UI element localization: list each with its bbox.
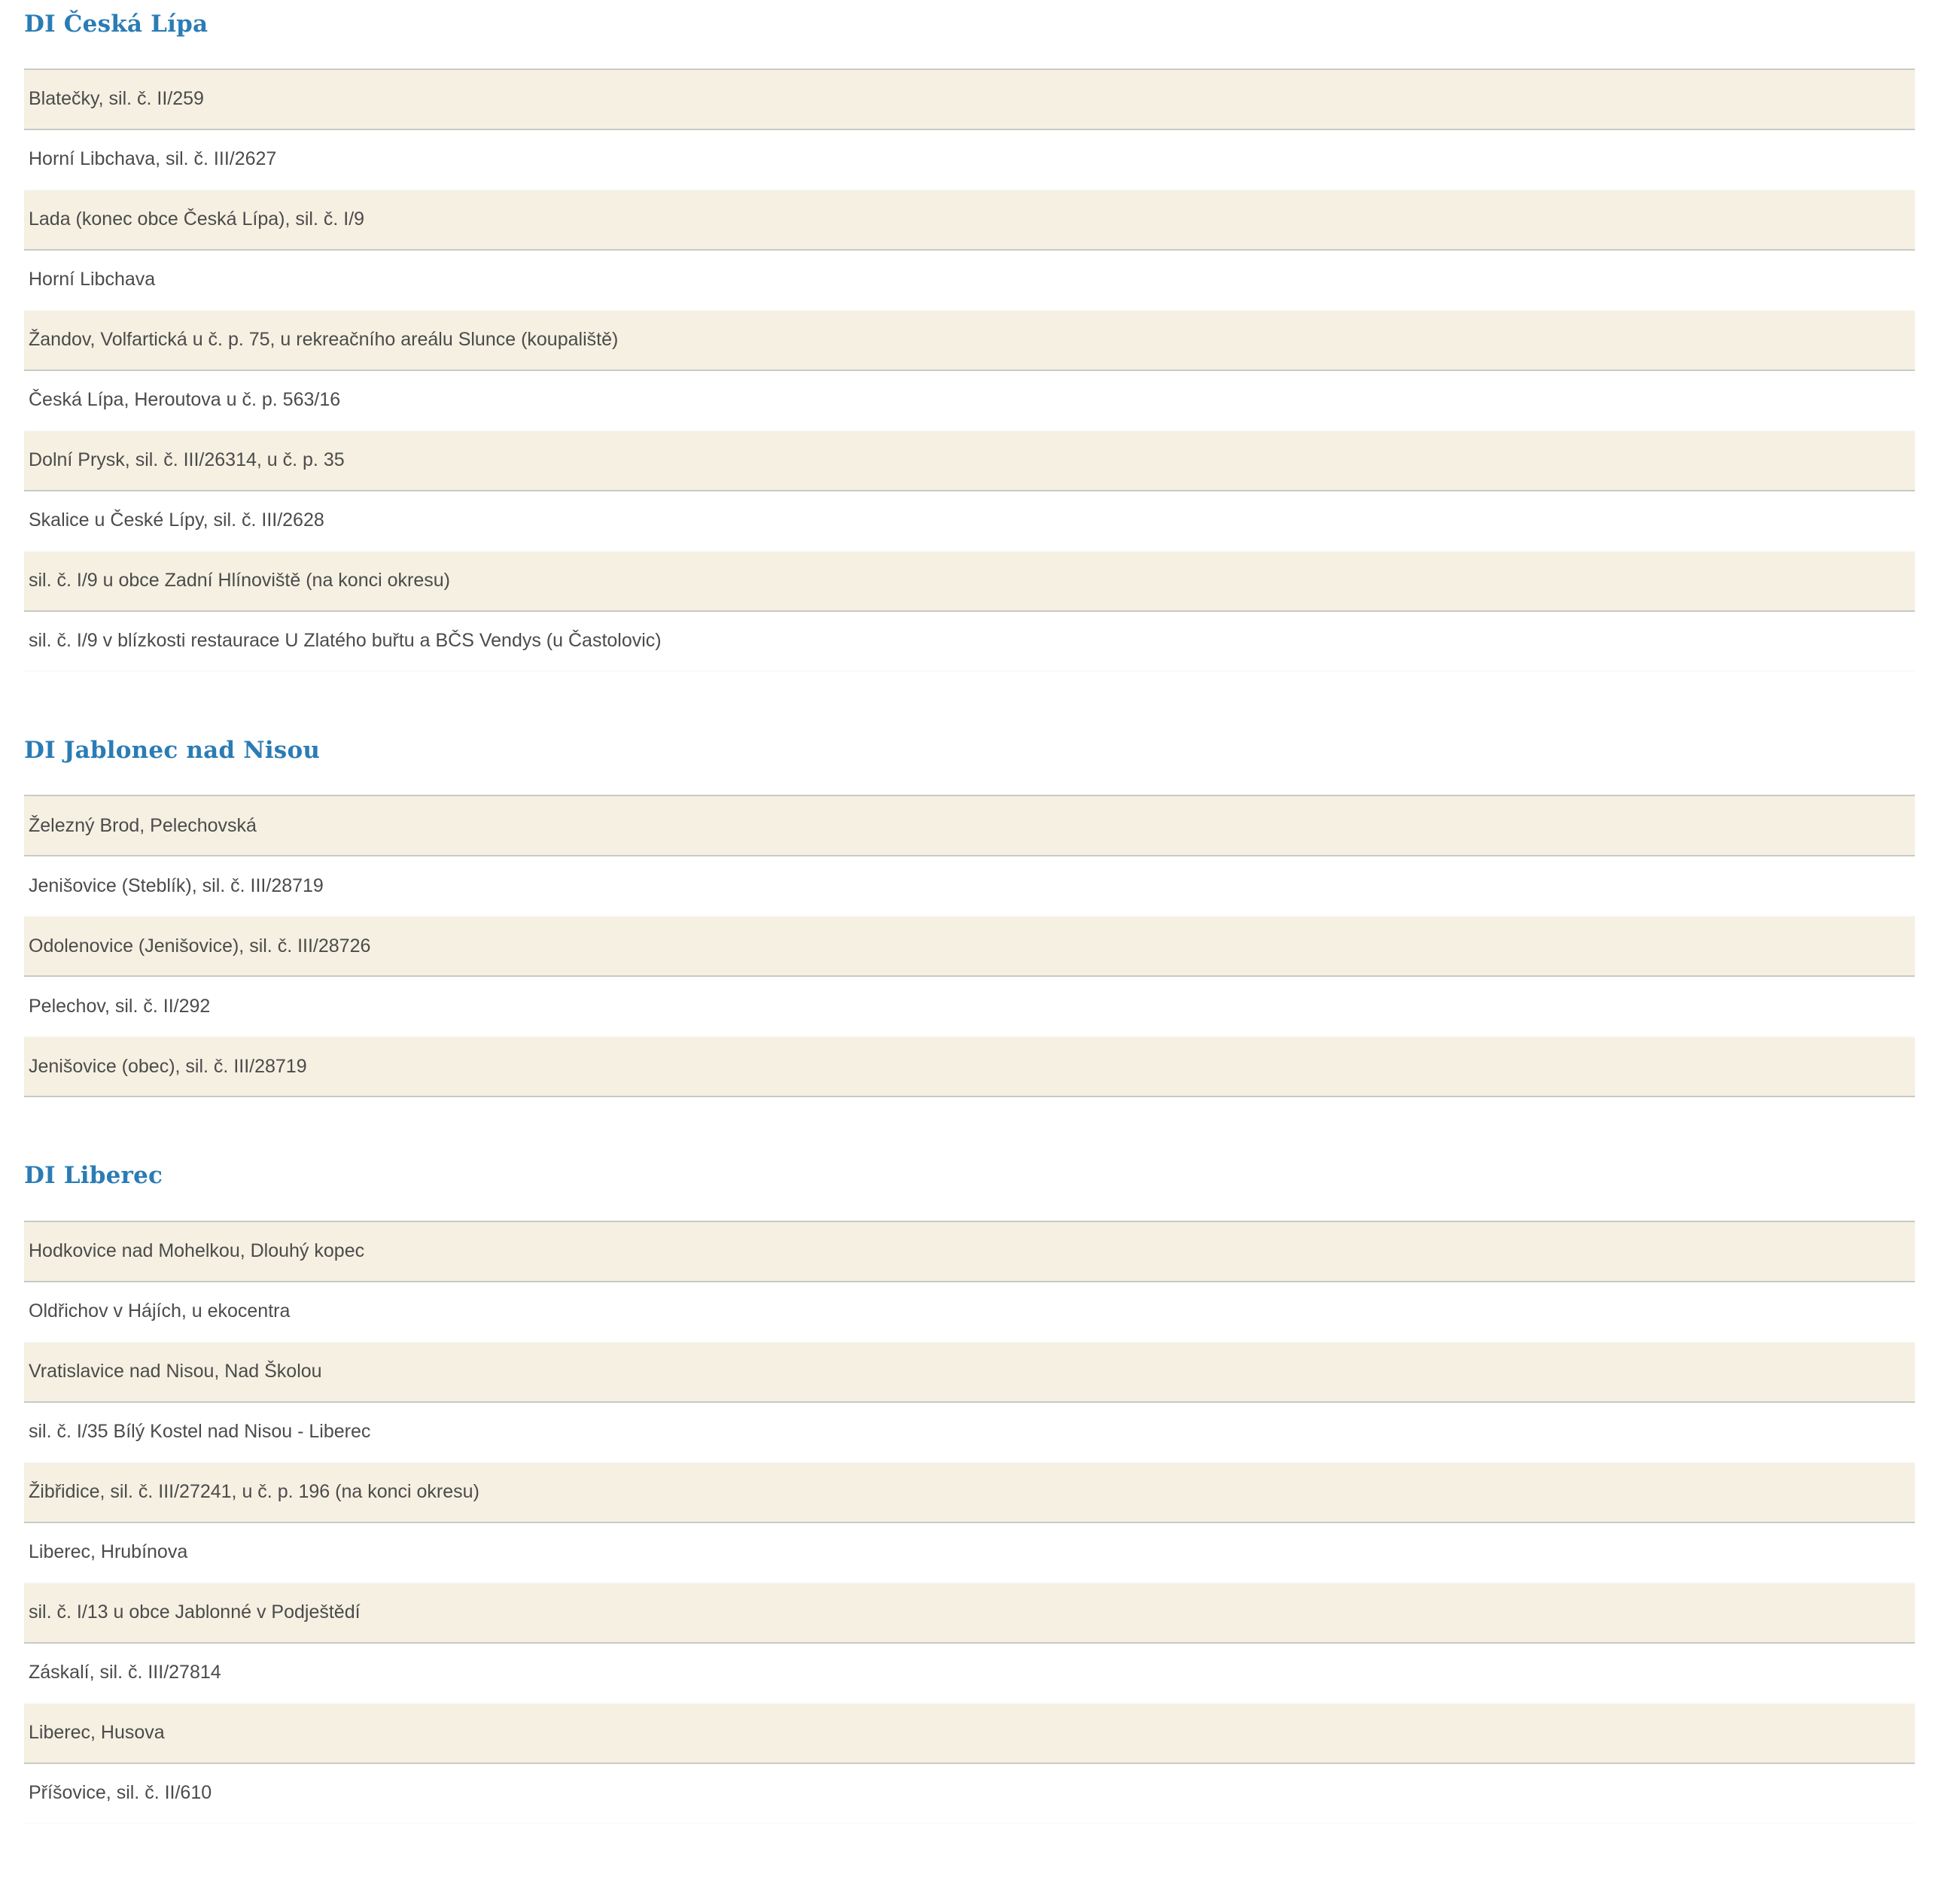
section-list: DI Česká Lípa Blatečky, sil. č. II/259 Hor… [24,0,1915,1824]
table-row: Česká Lípa, Heroutova u č. p. 563/16 [24,370,1915,432]
table-row: Záskalí, sil. č. III/27814 [24,1641,1915,1704]
table-body: Hodkovice nad Mohelkou, Dlouhý kopec Oldř… [24,1220,1915,1824]
table-row: Příšovice, sil. č. II/610 [24,1762,1915,1824]
table-row: Dolní Prysk, sil. č. III/26314, u č. p. … [24,430,1915,492]
location-cell: Horní Libchava [24,249,1915,312]
di-section: DI Jablonec nad Nisou Železný Brod, Pelec… [24,726,1915,1098]
location-cell: Železný Brod, Pelechovská [24,795,1915,857]
location-cell: Česká Lípa, Heroutova u č. p. 563/16 [24,370,1915,432]
table-row: Jenišovice (obec), sil. č. III/28719 [24,1036,1915,1098]
section-heading: DI Česká Lípa [24,11,209,38]
table-row: Žibřidice, sil. č. III/27241, u č. p. 19… [24,1461,1915,1523]
location-cell: Příšovice, sil. č. II/610 [24,1762,1915,1824]
location-cell: Skalice u České Lípy, sil. č. III/2628 [24,490,1915,552]
table-body: Blatečky, sil. č. II/259 Horní Libchava, … [24,68,1915,673]
location-cell: Jenišovice (obec), sil. č. III/28719 [24,1036,1915,1098]
table-row: sil. č. I/9 u obce Zadní Hlínoviště (na … [24,550,1915,613]
table-row: Železný Brod, Pelechovská [24,795,1915,857]
location-cell: Žandov, Volfartická u č. p. 75, u rekrea… [24,309,1915,372]
location-cell: Pelechov, sil. č. II/292 [24,975,1915,1038]
location-cell: Liberec, Husova [24,1702,1915,1764]
table-row: sil. č. I/13 u obce Jablonné v Podještěd… [24,1581,1915,1644]
measurement-points-table: Blatečky, sil. č. II/259 Horní Libchava, … [24,68,1915,673]
table-row: Liberec, Hrubínova [24,1521,1915,1583]
table-row: sil. č. I/9 v blízkosti restaurace U Zla… [24,610,1915,673]
location-cell: Dolní Prysk, sil. č. III/26314, u č. p. … [24,430,1915,492]
location-cell: Žibřidice, sil. č. III/27241, u č. p. 19… [24,1461,1915,1523]
di-section: DI Liberec Hodkovice nad Mohelkou, Dlouhý… [24,1151,1915,1824]
location-cell: Horní Libchava, sil. č. III/2627 [24,129,1915,191]
table-row: Vratislavice nad Nisou, Nad Školou [24,1340,1915,1403]
location-cell: sil. č. I/9 v blízkosti restaurace U Zla… [24,610,1915,673]
location-cell: sil. č. I/13 u obce Jablonné v Podještěd… [24,1581,1915,1644]
location-cell: Záskalí, sil. č. III/27814 [24,1641,1915,1704]
location-cell: Vratislavice nad Nisou, Nad Školou [24,1340,1915,1403]
location-cell: Odolenovice (Jenišovice), sil. č. III/28… [24,915,1915,978]
table-row: sil. č. I/35 Bílý Kostel nad Nisou - Lib… [24,1401,1915,1463]
location-cell: sil. č. I/9 u obce Zadní Hlínoviště (na … [24,550,1915,613]
location-cell: Blatečky, sil. č. II/259 [24,68,1915,131]
location-cell: Jenišovice (Steblík), sil. č. III/28719 [24,855,1915,917]
location-cell: sil. č. I/35 Bílý Kostel nad Nisou - Lib… [24,1401,1915,1463]
location-cell: Liberec, Hrubínova [24,1521,1915,1583]
location-cell: Hodkovice nad Mohelkou, Dlouhý kopec [24,1220,1915,1282]
table-row: Skalice u České Lípy, sil. č. III/2628 [24,490,1915,552]
section-heading: DI Jablonec nad Nisou [24,737,321,765]
table-row: Jenišovice (Steblík), sil. č. III/28719 [24,855,1915,917]
table-row: Odolenovice (Jenišovice), sil. č. III/28… [24,915,1915,978]
di-section: DI Česká Lípa Blatečky, sil. č. II/259 Hor… [24,0,1915,673]
table-body: Železný Brod, Pelechovská Jenišovice (Ste… [24,795,1915,1098]
table-row: Žandov, Volfartická u č. p. 75, u rekrea… [24,309,1915,372]
measurement-points-table: Železný Brod, Pelechovská Jenišovice (Ste… [24,795,1915,1098]
location-cell: Lada (konec obce Česká Lípa), sil. č. I/… [24,189,1915,251]
table-row: Lada (konec obce Česká Lípa), sil. č. I/… [24,189,1915,251]
location-cell: Oldřichov v Hájích, u ekocentra [24,1280,1915,1343]
table-row: Horní Libchava, sil. č. III/2627 [24,129,1915,191]
table-row: Blatečky, sil. č. II/259 [24,68,1915,131]
measurement-points-table: Hodkovice nad Mohelkou, Dlouhý kopec Oldř… [24,1220,1915,1824]
table-row: Liberec, Husova [24,1702,1915,1764]
measurement-points-page: DI Česká Lípa Blatečky, sil. č. II/259 Hor… [24,0,1915,1824]
table-row: Oldřichov v Hájích, u ekocentra [24,1280,1915,1343]
section-heading: DI Liberec [24,1162,163,1190]
table-row: Hodkovice nad Mohelkou, Dlouhý kopec [24,1220,1915,1282]
table-row: Horní Libchava [24,249,1915,312]
table-row: Pelechov, sil. č. II/292 [24,975,1915,1038]
